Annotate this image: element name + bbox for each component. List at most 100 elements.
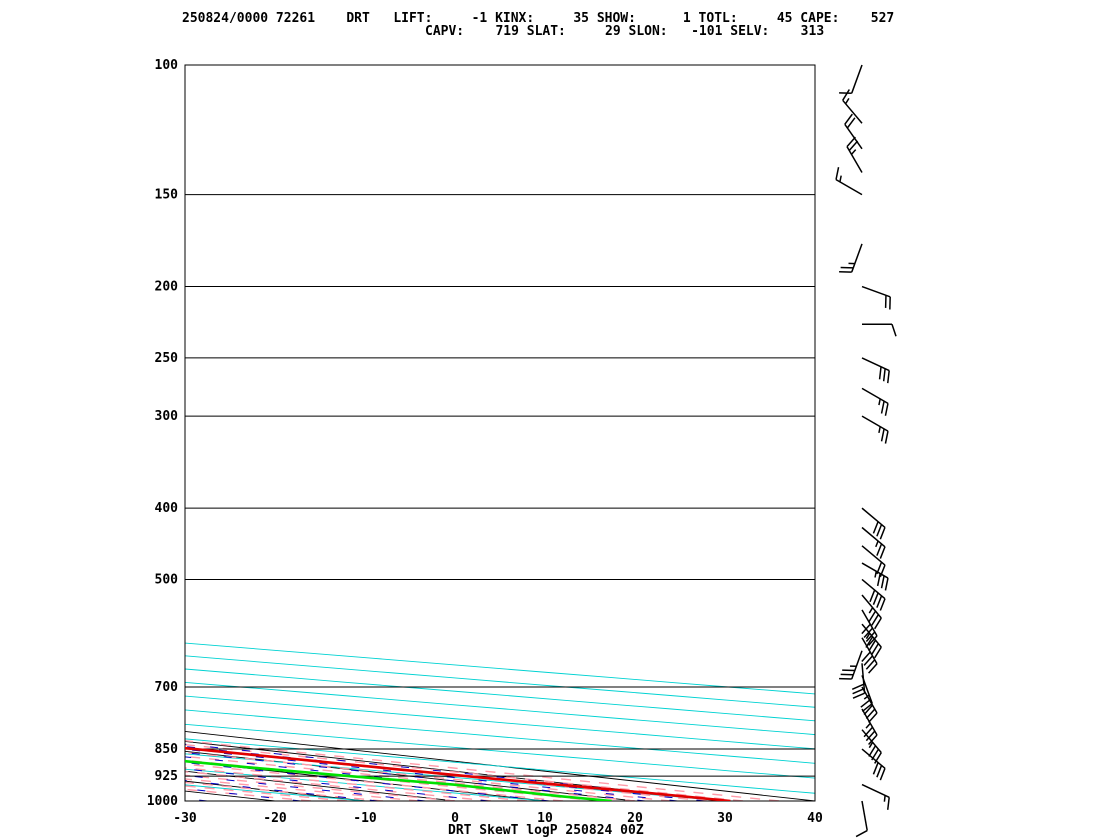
isotherm-line — [185, 790, 276, 801]
isotherm-line — [0, 65, 5, 801]
wind-barb-icon — [861, 507, 886, 540]
wind-barb-icon — [861, 609, 878, 646]
wind-barb-feather — [842, 89, 850, 101]
mixing-ratio-line — [185, 768, 489, 801]
chart-title: DRT SkewT logP 250824 00Z — [448, 823, 644, 838]
wind-barb-icon — [860, 675, 873, 713]
wind-barb-feather — [869, 589, 876, 603]
wind-barb-feather — [872, 521, 879, 534]
pressure-label: 400 — [155, 501, 179, 516]
wind-barb-half-feather — [865, 632, 871, 640]
wind-barb-icon — [839, 64, 863, 94]
wind-barb-feather — [876, 543, 883, 556]
wind-barb-half-feather — [868, 741, 874, 749]
wind-barb-staff — [861, 663, 866, 694]
wind-barb-feather — [861, 623, 871, 635]
temperature-axis-labels: -30 -20 -10 0 10 20 30 40 — [173, 811, 823, 826]
moist-adiabat-line — [185, 747, 708, 801]
dry-adiabat-line — [185, 768, 546, 801]
temperature-tick-label: 10 — [537, 811, 553, 826]
wind-barb-staff — [861, 748, 886, 769]
wind-barb-icon — [861, 415, 889, 444]
wind-barb-feather — [891, 323, 897, 337]
moist-adiabat-line — [185, 751, 672, 801]
wind-barb-staff — [861, 578, 886, 600]
wind-barb-feather — [876, 765, 883, 778]
wind-barb-feather — [865, 631, 876, 642]
wind-barb-feather — [871, 748, 880, 761]
moist-adiabat-line — [185, 743, 744, 801]
wind-barb-staff — [861, 415, 889, 432]
wind-barb-staff — [861, 562, 889, 579]
wind-barb-icon — [861, 387, 889, 416]
wind-barb-feather — [868, 745, 877, 757]
wind-barb-feather — [876, 573, 881, 587]
pressure-label: 500 — [155, 572, 179, 587]
plot-frame — [184, 64, 816, 802]
temperature-tick-label: -30 — [173, 811, 197, 826]
moist-adiabat-line — [185, 781, 384, 801]
wind-barb-half-feather — [844, 97, 850, 105]
wind-barb-feather — [860, 698, 872, 708]
wind-barb-feather — [880, 400, 885, 414]
wind-barb-feather — [884, 431, 889, 444]
wind-barb-icon — [861, 562, 889, 591]
wind-barb-feather — [878, 366, 882, 380]
wind-barb-feather — [874, 646, 882, 659]
wind-barb-feather — [884, 403, 889, 416]
wind-barb-feather — [868, 734, 878, 745]
wind-barb-feather — [879, 546, 886, 559]
wind-barb-feather — [846, 117, 856, 129]
isotherm-line — [185, 770, 456, 801]
wind-barb-staff — [861, 609, 878, 637]
wind-barb-icon — [861, 357, 890, 384]
wind-barb-icon — [862, 323, 897, 337]
wind-barb-feather — [865, 730, 876, 742]
wind-barb-feather — [863, 704, 874, 716]
wind-barb-icon — [861, 578, 886, 611]
wind-barb-icon — [861, 748, 886, 781]
temperature-tick-label: 20 — [627, 811, 643, 826]
wind-barb-staff — [861, 387, 889, 404]
wind-barb-feather — [874, 617, 882, 630]
wind-barb-feather — [865, 708, 876, 720]
temperature-tick-label: -10 — [353, 811, 377, 826]
wind-barb-staff — [861, 783, 890, 798]
wind-barb-icon — [861, 526, 886, 559]
pressure-label: 300 — [155, 409, 179, 424]
mixing-ratio-line — [185, 748, 678, 801]
wind-barb-feather — [852, 692, 865, 699]
wind-barb-feather — [865, 659, 876, 670]
wind-barb-feather — [863, 726, 874, 738]
wind-barb-feather — [886, 797, 890, 810]
wind-barb-feather — [868, 639, 877, 652]
moist-adiabat-line — [185, 759, 600, 801]
wind-barb-half-feather — [839, 175, 842, 183]
wind-barb-icon — [861, 285, 891, 310]
wind-barb-half-feather — [878, 426, 881, 434]
wind-barb-feather — [886, 370, 890, 384]
wind-barb-feather — [882, 368, 886, 382]
wind-barb-half-feather — [875, 540, 879, 548]
wind-barb-feather — [876, 561, 883, 575]
wind-barb-feather — [879, 598, 886, 611]
pressure-label: 200 — [155, 280, 179, 295]
wind-barb-half-feather — [865, 722, 871, 729]
mixing-ratio-line — [185, 788, 301, 801]
isotherm-line — [185, 780, 366, 801]
isotherm-line — [185, 731, 815, 801]
isotherm-line — [0, 65, 95, 801]
wind-barb-staff — [861, 285, 891, 298]
wind-barb-staff — [846, 146, 863, 173]
temperature-tick-label: 30 — [717, 811, 733, 826]
wind-barb-icon — [835, 167, 863, 196]
wind-barb-feather — [879, 527, 886, 540]
pressure-label: 925 — [155, 769, 178, 784]
header-line-1: 250824/0000 72261 DRT LIFT: -1 KINX: 35 … — [182, 11, 894, 26]
mixing-ratio-line — [185, 752, 646, 801]
wind-barb-feather — [880, 575, 885, 589]
temperature-tick-label: 0 — [451, 811, 459, 826]
wind-barb-half-feather — [874, 571, 878, 578]
temperature-profile-line — [185, 746, 731, 801]
